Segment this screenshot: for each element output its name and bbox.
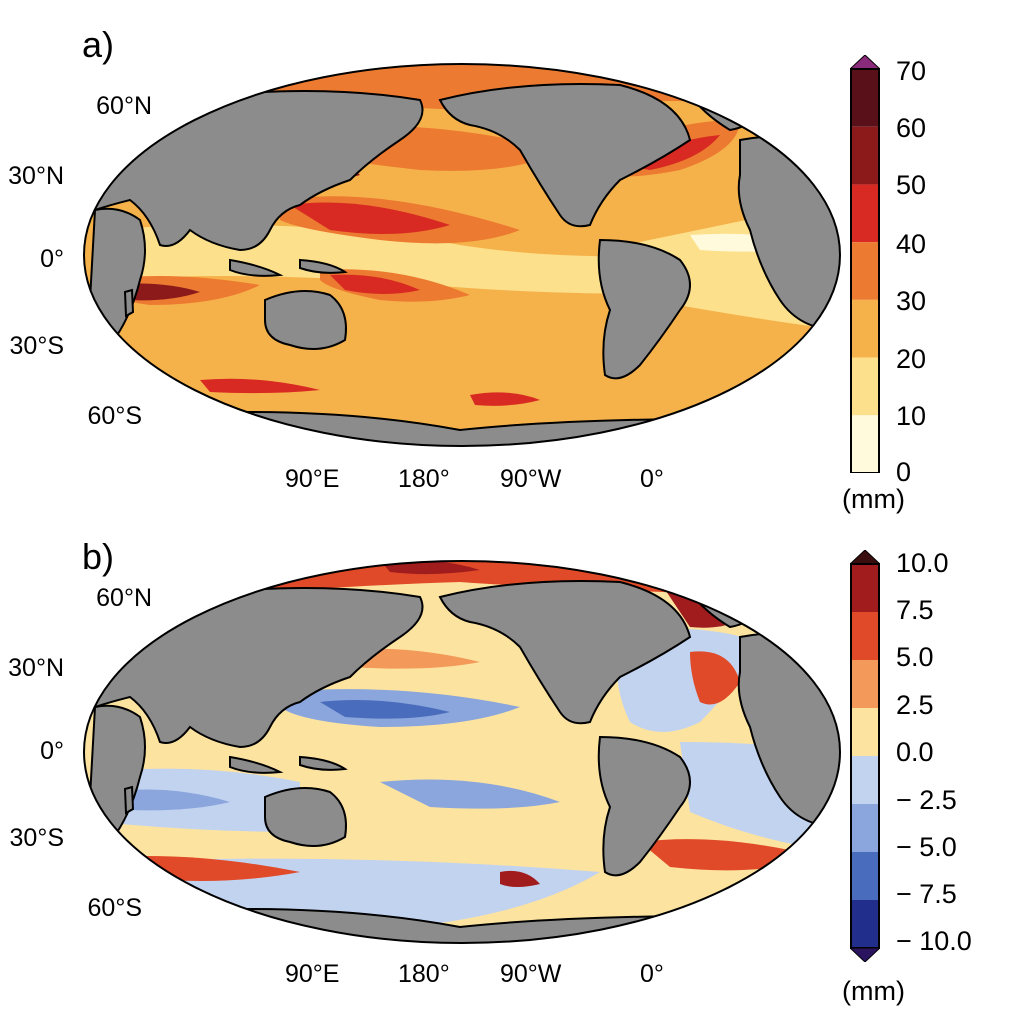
lat-label: 60°S bbox=[87, 402, 142, 430]
colorbar-tick: 2.5 bbox=[896, 690, 934, 720]
colorbar-tick: 60 bbox=[896, 113, 927, 143]
map-frame bbox=[83, 63, 841, 447]
ocean-band bbox=[320, 699, 450, 719]
colorbar-segment bbox=[850, 69, 880, 127]
panel-a: a) bbox=[8, 24, 927, 514]
colorbar-under-triangle bbox=[850, 947, 880, 962]
colorbar-segment bbox=[850, 126, 880, 185]
colorbar-tick: 70 bbox=[896, 56, 927, 86]
colorbar-tick: 5.0 bbox=[896, 642, 934, 672]
ocean-band bbox=[500, 870, 540, 887]
colorbar-segment bbox=[850, 612, 880, 660]
colorbar-segment bbox=[850, 564, 880, 612]
lat-label: 30°N bbox=[8, 654, 64, 682]
panel-b: b) bbox=[0, 512, 1012, 1024]
colorbar-over-triangle bbox=[850, 55, 880, 70]
colorbar-tick: 7.5 bbox=[896, 595, 934, 625]
lat-label: 30°N bbox=[8, 162, 64, 190]
colorbar-segment bbox=[850, 660, 880, 708]
ocean-band bbox=[290, 202, 450, 234]
lat-label: 60°N bbox=[96, 584, 152, 612]
colorbar-tick: 0 bbox=[896, 457, 912, 487]
lon-label: 90°E bbox=[285, 960, 340, 988]
colorbar-tick: 30 bbox=[896, 286, 927, 316]
colorbar-segment bbox=[850, 756, 880, 804]
colorbar-segment bbox=[850, 299, 880, 358]
lon-label: 90°W bbox=[500, 465, 562, 493]
colorbar-tick: − 2.5 bbox=[896, 785, 957, 815]
colorbar-tick: 0.0 bbox=[896, 737, 934, 767]
lon-label: 90°E bbox=[285, 465, 340, 493]
colorbar-segment bbox=[850, 184, 880, 243]
colorbar-segment bbox=[850, 900, 880, 948]
lon-label: 90°W bbox=[500, 960, 562, 988]
colorbar-unit: (mm) bbox=[842, 976, 905, 1006]
colorbar-tick: 10.0 bbox=[896, 548, 949, 578]
map-a bbox=[83, 63, 841, 447]
colorbar-segment bbox=[850, 708, 880, 756]
colorbar-a bbox=[850, 55, 880, 473]
colorbar-tick: − 7.5 bbox=[896, 879, 957, 909]
panel-label: a) bbox=[82, 24, 115, 65]
ocean-band bbox=[380, 779, 560, 809]
lat-label: 0° bbox=[40, 737, 64, 765]
ocean-band bbox=[330, 274, 420, 294]
panel-label: b) bbox=[82, 536, 115, 577]
map-frame bbox=[83, 560, 841, 944]
ocean-band bbox=[110, 789, 230, 811]
colorbar-tick: 50 bbox=[896, 170, 927, 200]
lat-label: 30°S bbox=[9, 332, 64, 360]
colorbar-segment bbox=[850, 852, 880, 900]
colorbar-unit: (mm) bbox=[842, 484, 905, 514]
lon-label: 180° bbox=[398, 465, 450, 493]
colorbar-tick: − 5.0 bbox=[896, 832, 957, 862]
colorbar-tick: − 10.0 bbox=[896, 926, 972, 956]
lon-label: 0° bbox=[640, 960, 664, 988]
colorbar-segment bbox=[850, 804, 880, 852]
colorbar-frame bbox=[850, 68, 880, 473]
ocean-band bbox=[470, 392, 540, 406]
colorbar-segment bbox=[850, 242, 880, 300]
colorbar-b bbox=[850, 550, 880, 962]
colorbar-tick: 10 bbox=[896, 401, 927, 431]
ocean-band bbox=[200, 378, 320, 394]
colorbar-tick: 40 bbox=[896, 229, 927, 259]
lat-label: 0° bbox=[40, 245, 64, 273]
lon-label: 180° bbox=[398, 960, 450, 988]
colorbar-over-triangle bbox=[850, 550, 880, 565]
lat-label: 60°N bbox=[96, 92, 152, 120]
map-b bbox=[83, 560, 841, 944]
lon-label: 0° bbox=[640, 465, 664, 493]
ocean-band bbox=[690, 651, 740, 705]
colorbar-segment bbox=[850, 357, 880, 416]
colorbar-segment bbox=[850, 415, 880, 473]
colorbar-tick: 20 bbox=[896, 344, 927, 374]
lat-label: 60°S bbox=[87, 894, 142, 922]
lat-label: 30°S bbox=[9, 824, 64, 852]
